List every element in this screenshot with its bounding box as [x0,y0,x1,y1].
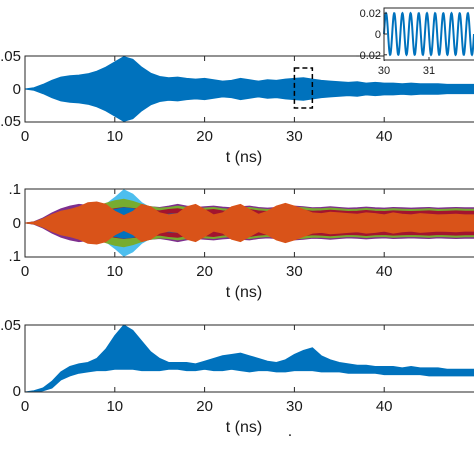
axes-frame-top [24,55,474,123]
inset-y-tick-label: -0.02 [356,50,381,62]
x-tick-label: 0 [21,398,29,415]
x-tick-label: 10 [106,263,123,280]
axes-top: 0 10 20 30 40.050.05t (ns) [0,48,474,166]
x-tick-label: 40 [376,128,393,145]
x-tick-label: 10 [106,398,123,415]
y-tick-label: .1 [8,181,21,198]
y-tick-label: 0 [13,81,21,98]
axes-middle: 0 10 20 30 40.10.1t (ns) [8,181,474,301]
x-axis-label: t (ns) [226,284,262,301]
x-tick-label: 20 [196,128,213,145]
inset-axes: 30 31 0.02 0 -0.02 [356,7,474,77]
x-tick-label: 20 [196,263,213,280]
x-tick-label: 10 [106,128,123,145]
y-tick-label: .05 [0,317,21,334]
y-tick-label: .05 [0,113,21,130]
amplitude-band-area [24,324,474,393]
inset-y-tick-label: 0 [375,29,381,41]
x-tick-label: 30 [286,263,303,280]
y-tick-label: .05 [0,48,21,65]
x-tick-label: 0 [21,128,29,145]
x-tick-label: 40 [376,398,393,415]
inset-waveform-line [383,11,474,57]
y-tick-label: .1 [8,248,21,265]
inset-x-tick-label: 31 [423,65,435,77]
signal-envelope-area [24,56,474,122]
inset-y-tick-label: 0.02 [360,8,381,20]
y-tick-label: 0 [13,383,21,400]
x-tick-label: 0 [21,263,29,280]
x-axis-label: t (ns) [226,149,262,166]
x-tick-label: 40 [376,263,393,280]
inset-frame [383,7,474,61]
series-envelope-area-7 [24,201,474,245]
inset-x-tick-label: 30 [378,65,390,77]
axes-frame-bottom [24,324,474,393]
x-axis-label: t (ns) [226,419,262,436]
axes-bottom: 0 10 20 30 40 0 .05 t (ns). [0,317,474,440]
x-tick-label: 30 [286,398,303,415]
y-tick-label: 0 [13,215,21,232]
x-tick-label: 30 [286,128,303,145]
x-tick-label: 20 [196,398,213,415]
axes-frame-middle [24,188,474,258]
zoom-region-box [293,67,314,109]
trailing-mark: . [288,423,292,440]
